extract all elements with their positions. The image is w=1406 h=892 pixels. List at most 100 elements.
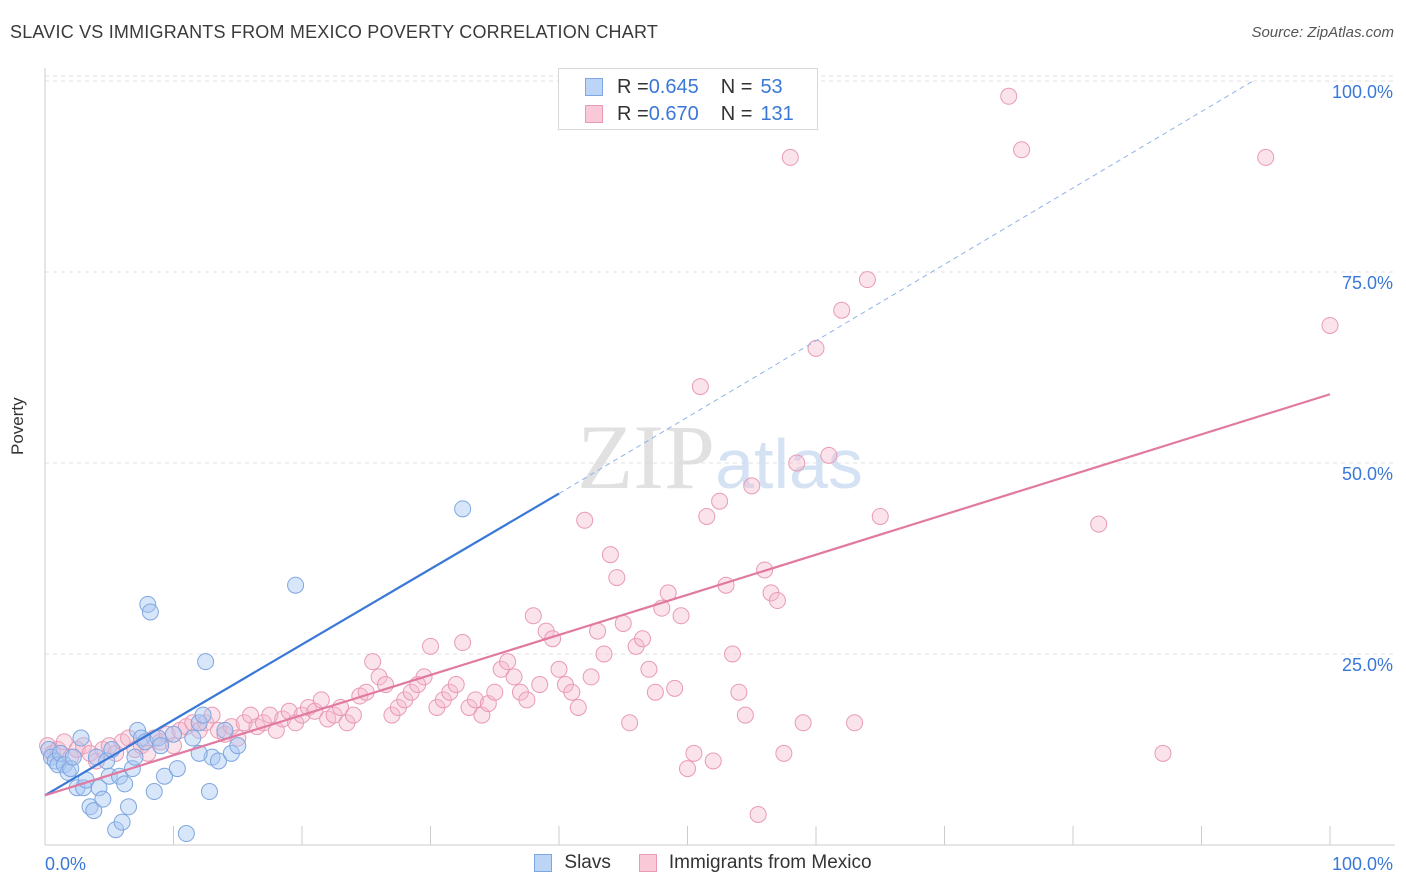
point-mexico [466,691,484,709]
point-slavs [184,729,202,747]
point-slavs [113,813,131,831]
point-mexico [576,511,594,529]
point-slavs [190,714,208,732]
point-mexico [524,607,542,625]
point-mexico [723,645,741,663]
point-mexico [499,653,517,671]
point-mexico [1090,515,1108,533]
y-tick-label: 50.0% [1342,464,1393,484]
point-slavs [85,802,103,820]
point-mexico [788,454,806,472]
point-mexico [736,706,754,724]
point-mexico [486,683,504,701]
point-slavs [229,737,247,755]
point-slavs [126,748,144,766]
point-mexico [312,691,330,709]
legend-r-label: R = [617,102,649,125]
x-tick-label: 0.0% [45,854,86,874]
point-slavs [194,706,212,724]
point-mexico [55,733,73,751]
bottom-legend-label-mexico: Immigrants from Mexico [668,852,872,873]
point-mexico [344,706,362,724]
point-mexico [640,660,658,678]
point-mexico [1013,141,1031,159]
point-slavs [152,737,170,755]
legend-r-value: 0.670 [648,102,699,125]
point-mexico [621,714,639,732]
point-slavs [454,500,472,518]
point-mexico [685,744,703,762]
point-mexico [743,477,761,495]
point-mexico [614,614,632,632]
point-slavs [209,752,227,770]
point-slavs [90,779,108,797]
point-slavs [51,744,69,762]
x-tick-label: 100.0% [1332,854,1393,874]
point-mexico [531,676,549,694]
point-slavs [116,775,134,793]
bottom-legend-label-slavs: Slavs [564,852,611,873]
point-mexico [563,683,581,701]
legend: R = 0.645 N = 53 R = 0.670 N = 131 [558,68,818,130]
point-mexico [454,634,472,652]
source-label: Source: ZipAtlas.com [1251,24,1394,41]
point-mexico [666,679,684,697]
point-mexico [364,653,382,671]
point-mexico [846,714,864,732]
point-slavs [177,825,195,843]
point-mexico [1321,316,1339,334]
point-mexico [422,637,439,655]
point-mexico [672,607,690,625]
point-mexico [646,683,664,701]
point-mexico [833,301,851,319]
point-mexico [261,706,279,724]
point-mexico [518,691,536,709]
point-mexico [505,668,523,686]
point-slavs [165,725,182,743]
point-mexico [730,683,748,701]
point-mexico [679,760,696,778]
y-tick-label: 100.0% [1332,82,1393,102]
trend-line-mexico [44,393,1331,797]
bottom-legend-swatch-mexico [638,854,657,872]
point-mexico [634,630,652,648]
legend-swatch-slavs [585,78,603,96]
chart-title: SLAVIC VS IMMIGRANTS FROM MEXICO POVERTY… [10,22,659,42]
point-mexico [794,714,812,732]
point-mexico [781,148,799,166]
legend-n-value: 131 [760,102,794,125]
point-mexico [711,492,729,510]
bottom-legend-item-mexico: Immigrants from Mexico [638,852,872,874]
point-mexico [749,805,767,823]
point-mexico [601,546,619,564]
point-mexico [569,698,587,716]
legend-n-label: N = [720,75,753,98]
bottom-legend-swatch-slavs [534,854,553,872]
point-slavs [94,790,112,808]
point-slavs [168,760,186,778]
point-mexico [447,676,465,694]
point-slavs [287,576,305,594]
point-slavs [216,721,234,739]
point-mexico [608,569,626,587]
point-mexico [595,645,613,663]
point-slavs [200,783,218,801]
point-slavs [197,653,215,671]
point-mexico [691,378,709,396]
point-mexico [775,744,793,762]
point-slavs [141,603,159,621]
point-mexico [582,668,600,686]
legend-swatch-mexico [585,105,603,123]
legend-row-mexico: R = 0.670 N = 131 [585,101,794,127]
point-mexico [807,339,825,357]
legend-r-value: 0.645 [648,75,699,98]
point-slavs [145,783,163,801]
point-mexico [1000,87,1018,105]
y-tick-label: 25.0% [1342,655,1393,675]
point-mexico [704,752,722,770]
trend-line-slavs-extension [558,80,1254,494]
point-mexico [871,507,889,525]
point-mexico [768,592,786,610]
point-slavs [120,798,138,816]
